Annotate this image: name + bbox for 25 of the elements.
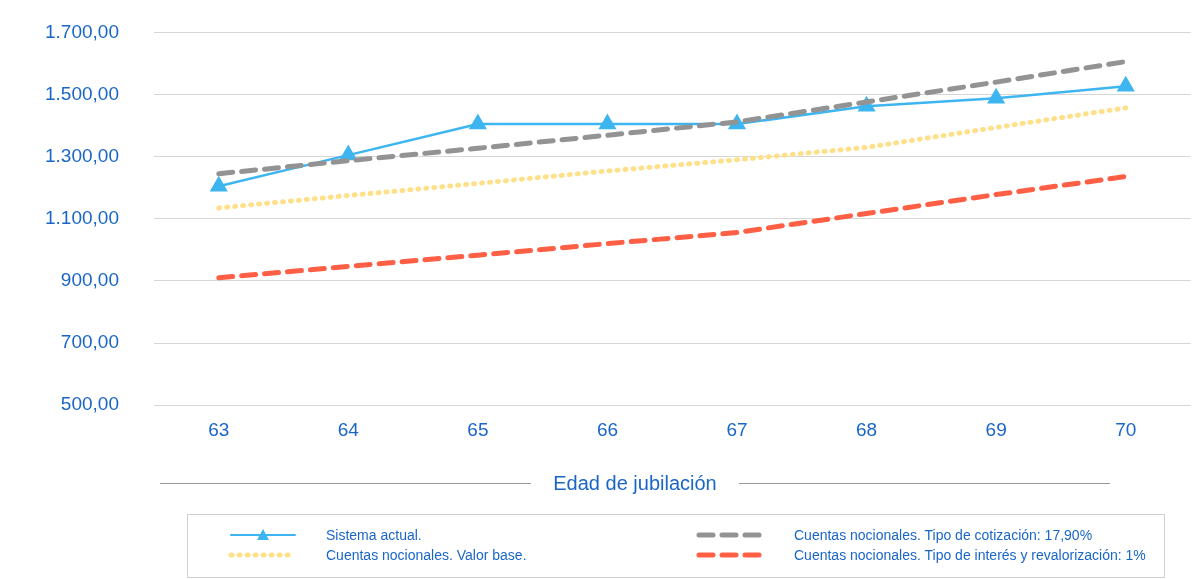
y-tick-label: 500,00 bbox=[60, 393, 119, 415]
y-tick-label: 900,00 bbox=[60, 269, 119, 291]
y-tick-label: 1.100,00 bbox=[44, 207, 119, 229]
point bbox=[987, 89, 1005, 104]
legend-label: Cuentas nocionales. Tipo de cotización: 17,90% bbox=[794, 527, 1093, 543]
y-tick-label: 700,00 bbox=[60, 331, 119, 353]
x-tick-label: 69 bbox=[985, 418, 1007, 440]
x-tick-label: 68 bbox=[856, 418, 878, 440]
y-tick-label: 1.700,00 bbox=[44, 20, 119, 42]
x-tick-label: 65 bbox=[467, 418, 489, 440]
x-tick-label: 70 bbox=[1115, 418, 1137, 440]
legend-label: Cuentas nocionales. Valor base. bbox=[326, 547, 527, 563]
x-axis-title: Edad de jubilación bbox=[552, 472, 718, 495]
legend-label: Sistema actual. bbox=[326, 527, 422, 543]
point bbox=[1117, 76, 1134, 92]
point bbox=[210, 176, 227, 192]
y-tick-label: 1.500,00 bbox=[44, 82, 119, 104]
point bbox=[469, 114, 487, 130]
y-tick-label: 1.300,00 bbox=[44, 144, 119, 166]
legend-label: Cuentas nocionales. Tipo de interés y revalorización: 1% bbox=[794, 547, 1146, 563]
x-tick-label: 66 bbox=[596, 418, 619, 440]
x-tick-label: 63 bbox=[208, 418, 230, 440]
x-tick-label: 67 bbox=[726, 418, 748, 440]
x-tick-label: 64 bbox=[337, 418, 360, 440]
point bbox=[599, 114, 616, 130]
